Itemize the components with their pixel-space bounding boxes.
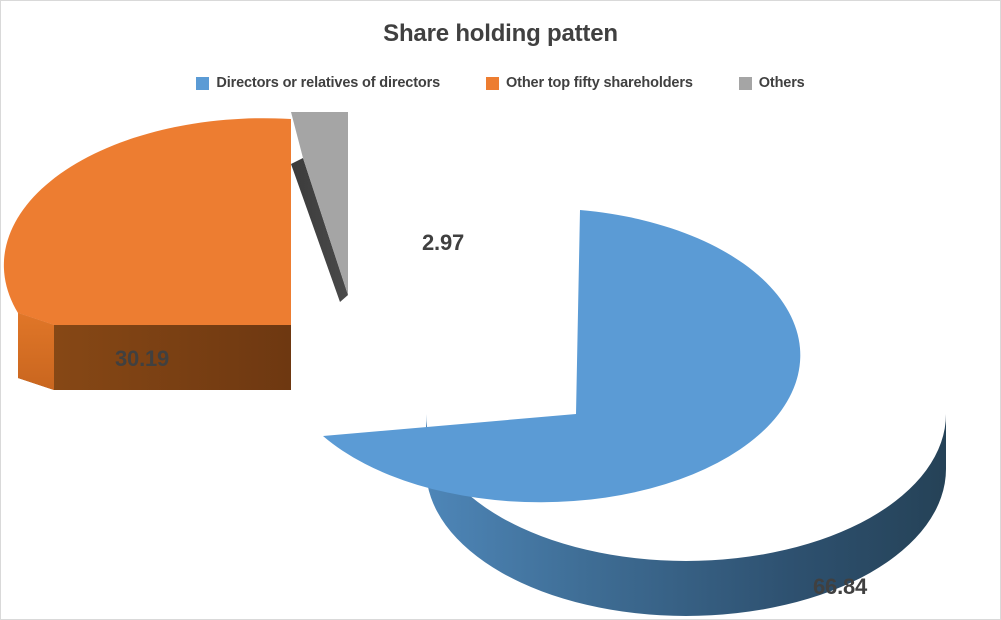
pie-slice-directors-side (426, 414, 946, 616)
pie-slice-other-top-fifty[interactable] (3, 118, 291, 390)
data-label-directors: 66.84 (813, 574, 868, 599)
pie-slice-others[interactable] (291, 112, 348, 302)
legend-label-directors: Directors or relatives of directors (216, 75, 441, 91)
pie-slice-other-top-fifty-side (18, 313, 291, 390)
pie-slice-others-side (291, 158, 348, 302)
legend-item-others[interactable]: Others (738, 75, 805, 91)
legend-swatch-orange-icon (486, 76, 500, 90)
pie-slice-directors-top (323, 210, 801, 503)
legend-item-directors[interactable]: Directors or relatives of directors (196, 75, 440, 91)
pie-slice-other-top-fifty-top (3, 118, 291, 325)
legend-swatch-blue-icon (196, 76, 210, 90)
data-label-others: 2.97 (422, 230, 465, 255)
legend-item-other-top-fifty[interactable]: Other top fifty shareholders (486, 75, 693, 91)
legend-label-others: Others (758, 75, 805, 91)
data-label-other-top-fifty: 30.19 (115, 346, 170, 371)
legend-swatch-gray-icon (738, 76, 752, 90)
legend-label-other-top-fifty: Other top fifty shareholders (506, 75, 693, 91)
chart-title: Share holding patten (383, 20, 618, 47)
pie-chart-plot-area: 2.97 30.19 66.84 (1, 106, 1000, 619)
pie-slice-other-top-fifty-side-left (18, 313, 54, 390)
pie-chart-svg (3, 112, 946, 616)
pie-slice-directors[interactable] (323, 210, 946, 616)
chart-legend: Directors or relatives of directors Othe… (1, 75, 1000, 91)
pie-slice-others-top (291, 112, 348, 295)
